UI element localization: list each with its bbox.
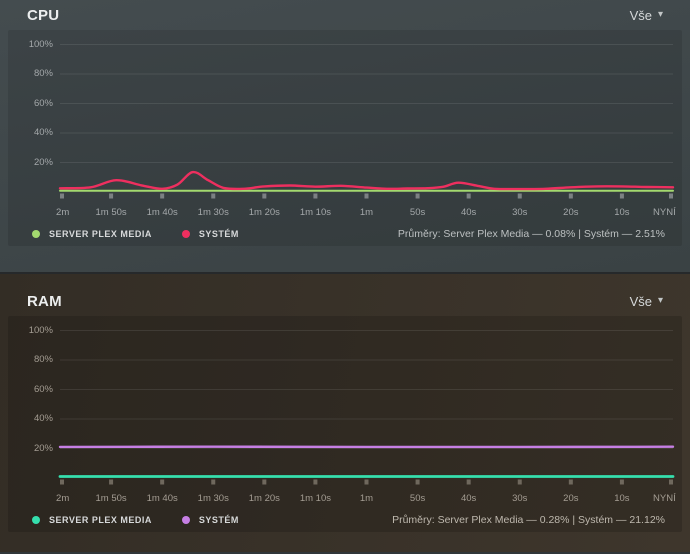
ram-legend: SERVER PLEX MEDIA SYSTÉM <box>32 515 239 525</box>
x-tick-label: 1m <box>359 207 374 218</box>
ram-legend-item[interactable]: SERVER PLEX MEDIA <box>32 515 152 525</box>
legend-label: SERVER PLEX MEDIA <box>49 229 152 239</box>
x-tick-label: 1m 10s <box>299 207 331 218</box>
x-tick-label: 1m <box>359 493 374 504</box>
y-tick-label: 80% <box>33 354 53 365</box>
legend-label: SYSTÉM <box>198 515 239 525</box>
y-tick-label: 100% <box>28 324 53 336</box>
cpu-range-select[interactable]: Vše ▾ <box>630 8 663 23</box>
x-tick-label: 2m <box>56 207 70 218</box>
ram-plot-area <box>58 328 675 488</box>
y-tick-label: 60% <box>33 383 53 395</box>
x-tick-label: 1m 10s <box>299 493 331 504</box>
ram-range-select[interactable]: Vše ▾ <box>630 294 663 309</box>
legend-color-dot <box>181 516 190 524</box>
cpu-legend-item[interactable]: SYSTÉM <box>181 229 239 239</box>
x-tick-label: 20s <box>563 207 579 218</box>
y-tick-label: 40% <box>33 127 53 138</box>
ram-range-value: Vše <box>629 293 652 309</box>
chevron-down-icon: ▾ <box>657 9 663 20</box>
x-tick-label: 50s <box>409 493 426 504</box>
cpu-y-axis: 100% 80% 60% 40% 20% <box>8 38 60 202</box>
legend-color-dot <box>32 516 40 524</box>
x-tick-label: 50s <box>409 207 426 218</box>
x-tick-label: 10s <box>614 493 630 504</box>
chevron-down-icon: ▾ <box>657 295 663 306</box>
legend-label: SERVER PLEX MEDIA <box>49 515 152 525</box>
cpu-panel-footer: SERVER PLEX MEDIA SYSTÉM Průměry: Server … <box>8 221 682 247</box>
x-tick-label: 1m 30s <box>197 493 229 504</box>
x-tick-label: 1m 40s <box>146 207 178 218</box>
x-tick-label: 30s <box>512 207 528 218</box>
x-tick-label: 40s <box>460 207 477 218</box>
x-tick-label: 30s <box>512 493 528 504</box>
y-tick-label: 60% <box>33 97 53 109</box>
x-tick-label: 1m 50s <box>95 207 127 218</box>
cpu-chart <box>58 44 675 199</box>
x-tick-label: NYNÍ <box>653 493 676 504</box>
x-tick-label: 1m 20s <box>248 493 280 504</box>
x-tick-label: 1m 50s <box>95 493 127 504</box>
ram-section: RAM Vše ▾ 100% 80% 60% 40% 20% 2m 1m 50s 1m 40… <box>0 274 690 552</box>
x-tick-label: 10s <box>614 207 630 218</box>
x-tick-label: 40s <box>460 493 477 504</box>
x-tick-label: 1m 20s <box>248 207 280 218</box>
ram-y-axis: 100% 80% 60% 40% 20% <box>8 324 60 488</box>
y-tick-label: 80% <box>33 68 53 79</box>
cpu-chart-panel: 100% 80% 60% 40% 20% 2m 1m 50s 1m 40s 1m 30s 1m … <box>8 30 682 246</box>
y-tick-label: 20% <box>33 442 53 454</box>
cpu-section: CPU Vše ▾ 100% 80% 60% 40% 20% 2m 1m 50s 1m 40… <box>0 0 690 274</box>
ram-chart <box>58 330 675 485</box>
ram-panel-footer: SERVER PLEX MEDIA SYSTÉM Průměry: Server … <box>8 507 682 533</box>
ram-averages: Průměry: Server Plex Media — 0.28% | Sys… <box>392 514 665 526</box>
cpu-legend: SERVER PLEX MEDIA SYSTÉM <box>32 229 239 239</box>
ram-chart-panel: 100% 80% 60% 40% 20% 2m 1m 50s 1m 40s 1m 30s 1m … <box>8 316 682 532</box>
cpu-plot-area <box>58 42 675 202</box>
cpu-header: CPU Vše ▾ <box>8 0 682 30</box>
legend-color-dot <box>181 230 190 238</box>
cpu-averages: Průměry: Server Plex Media — 0.08% | Sys… <box>397 228 665 240</box>
cpu-x-axis: 2m 1m 50s 1m 40s 1m 30s 1m 20s 1m 10s 1m 50s 40s… <box>56 204 676 221</box>
y-tick-label: 40% <box>33 413 53 424</box>
y-tick-label: 20% <box>33 156 53 168</box>
x-tick-label: NYNÍ <box>653 207 676 218</box>
ram-legend-item[interactable]: SYSTÉM <box>181 515 239 525</box>
ram-x-axis: 2m 1m 50s 1m 40s 1m 30s 1m 20s 1m 10s 1m 50s 40s… <box>56 490 676 507</box>
y-tick-label: 100% <box>28 38 53 50</box>
ram-header: RAM Vše ▾ <box>8 286 682 316</box>
x-tick-label: 1m 40s <box>146 493 178 504</box>
legend-color-dot <box>32 230 40 238</box>
ram-title: RAM <box>27 292 62 310</box>
x-tick-label: 20s <box>563 493 579 504</box>
legend-label: SYSTÉM <box>198 229 239 239</box>
cpu-legend-item[interactable]: SERVER PLEX MEDIA <box>32 229 152 239</box>
x-tick-label: 2m <box>56 493 70 504</box>
cpu-title: CPU <box>27 6 60 24</box>
x-tick-label: 1m 30s <box>197 207 229 218</box>
cpu-range-value: Vše <box>629 7 652 23</box>
